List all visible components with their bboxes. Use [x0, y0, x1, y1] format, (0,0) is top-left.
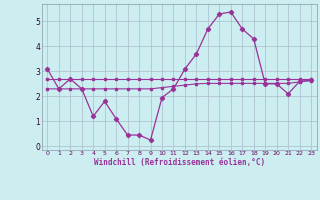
X-axis label: Windchill (Refroidissement éolien,°C): Windchill (Refroidissement éolien,°C) — [94, 158, 265, 167]
